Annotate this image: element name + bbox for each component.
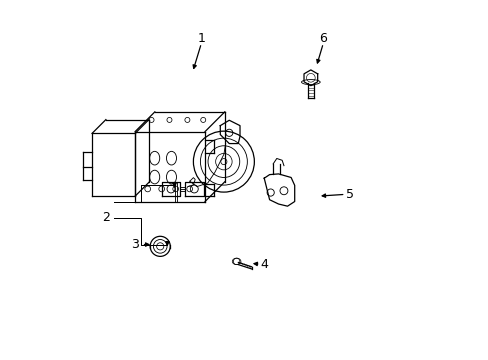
Text: 5: 5 — [346, 188, 354, 201]
Text: 2: 2 — [102, 211, 110, 224]
Text: 4: 4 — [260, 258, 267, 271]
Text: 3: 3 — [131, 238, 139, 251]
Text: 1: 1 — [197, 32, 205, 45]
Text: 6: 6 — [319, 32, 326, 45]
